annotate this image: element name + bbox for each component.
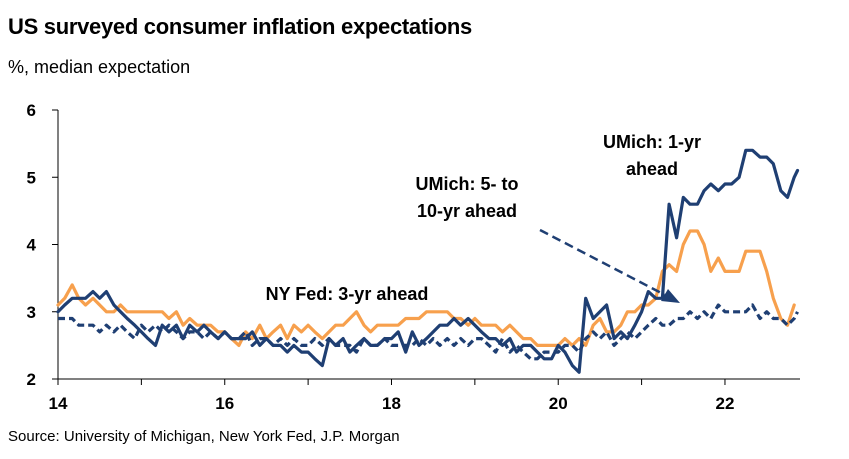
annotation-umich-5to10yr: 10-yr ahead — [417, 201, 517, 221]
annotation-nyfed-3yr: NY Fed: 3-yr ahead — [266, 284, 429, 304]
annotation-umich-1yr: ahead — [626, 159, 678, 179]
y-tick-label: 4 — [27, 236, 37, 255]
chart-subtitle: %, median expectation — [8, 57, 191, 77]
series-line-umich-1yr — [56, 148, 800, 374]
annotation-umich-5to10yr: UMich: 5- to — [416, 174, 519, 194]
source-note: Source: University of Michigan, New York… — [8, 428, 400, 445]
x-tick-label: 20 — [549, 394, 568, 413]
annotation-arrow-shaft — [539, 228, 668, 298]
y-tick-label: 2 — [27, 370, 36, 389]
annotation-umich-1yr: UMich: 1-yr — [603, 132, 701, 152]
series-layer — [56, 148, 800, 374]
x-tick-label: 22 — [716, 394, 735, 413]
x-tick-label: 18 — [382, 394, 401, 413]
y-tick-label: 6 — [27, 101, 36, 120]
chart-title: US surveyed consumer inflation expectati… — [8, 14, 472, 39]
x-tick-label: 16 — [215, 394, 234, 413]
series-line-nyfed-3yr — [56, 229, 796, 347]
annotation-layer: UMich: 1-yr ahead UMich: 5- to 10-yr ahead N… — [266, 132, 701, 304]
annotation-arrow-head — [661, 289, 680, 303]
y-tick-label: 3 — [27, 303, 36, 322]
x-tick-label: 14 — [49, 394, 68, 413]
axes: 2 3 4 5 6 14 16 18 20 22 — [27, 101, 800, 413]
y-tick-label: 5 — [27, 168, 36, 187]
